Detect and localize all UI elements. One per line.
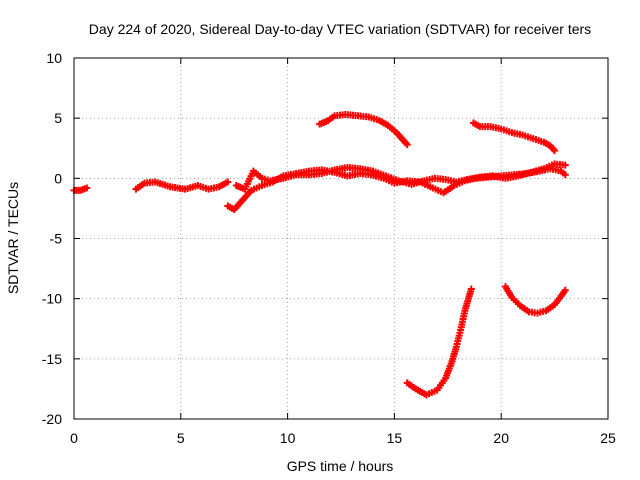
data-series-group [232, 160, 569, 193]
x-tick-label: 0 [70, 430, 78, 446]
x-tick-label: 15 [387, 430, 403, 446]
data-point [403, 141, 411, 149]
x-tick-label: 5 [177, 430, 185, 446]
data-point [561, 161, 569, 169]
data-point [551, 147, 559, 155]
data-point [561, 286, 569, 294]
y-tick-label: -5 [50, 231, 63, 247]
chart-title: Day 224 of 2020, Sidereal Day-to-day VTE… [89, 21, 591, 37]
x-tick-label: 20 [493, 430, 509, 446]
data-point [83, 184, 91, 192]
y-tick-label: 5 [54, 110, 62, 126]
y-tick-label: -20 [42, 411, 62, 427]
y-tick-label: 0 [54, 170, 62, 186]
y-tick-label: -10 [42, 291, 62, 307]
data-series-group [316, 111, 411, 149]
data-series-group [501, 283, 569, 317]
y-tick-label: 10 [46, 50, 62, 66]
data-series-group [132, 178, 232, 193]
data-series-group [70, 184, 91, 194]
data-point [467, 285, 475, 293]
data-point [561, 171, 569, 179]
data-series [70, 111, 569, 399]
data-series-group [469, 119, 559, 155]
x-axis-label: GPS time / hours [287, 458, 394, 474]
data-series-group [403, 285, 475, 399]
data-point [224, 178, 232, 186]
x-tick-label: 25 [600, 430, 616, 446]
x-tick-label: 10 [280, 430, 296, 446]
axis-ticks: 0 5 10 15 20 25 -20 -15 -10 -5 0 5 10 [42, 50, 616, 446]
y-axis-label: SDTVAR / TECUs [5, 182, 21, 294]
y-tick-label: -15 [42, 351, 62, 367]
